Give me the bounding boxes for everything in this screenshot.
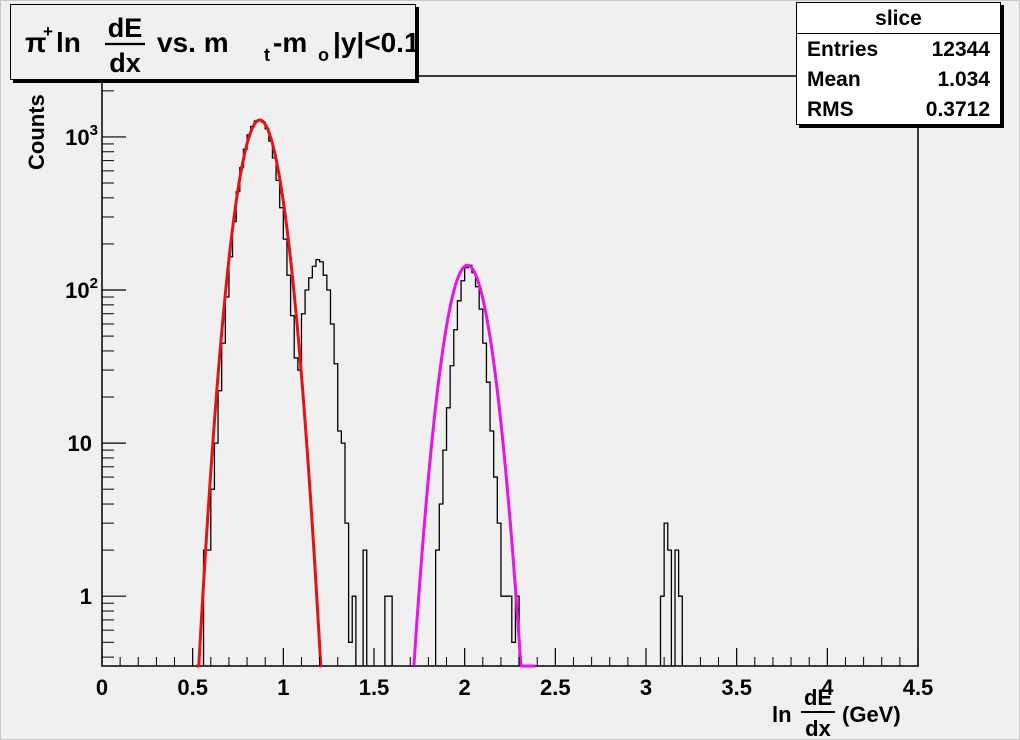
y-tick-label: 10: [68, 431, 92, 456]
plot-frame: [101, 75, 919, 667]
x-tick-label: 4.5: [903, 675, 934, 700]
svg-text:dE: dE: [108, 13, 143, 43]
x-axis-title: ln dE dx (GeV): [772, 685, 901, 740]
svg-text:dx: dx: [805, 716, 831, 740]
x-tick-label: 1.5: [359, 675, 390, 700]
x-tick-label: 2.5: [540, 675, 571, 700]
stats-key: RMS: [807, 98, 854, 121]
x-tick-label: 1: [277, 675, 289, 700]
chart-title-box: π + ln dE dx vs. m t -m o |y|<0.1: [10, 4, 420, 80]
x-tick-label: 4: [821, 675, 834, 700]
stats-value: 0.3712: [925, 98, 990, 121]
stats-value: 1.034: [937, 68, 990, 91]
y-tick-label: 1: [80, 584, 92, 609]
stats-row-entries: Entries 12344: [797, 35, 1000, 65]
stats-row-rms: RMS 0.3712: [797, 95, 1000, 125]
histogram-layer: [202, 119, 683, 666]
axis-layer: 0 0.5 1 1.5 2 2.5 3 3.5 4 4.5 1 10 102 103: [65, 90, 934, 700]
fit-layer: [196, 118, 536, 668]
fit-curve-2: [412, 263, 536, 668]
stats-key: Entries: [807, 38, 879, 61]
svg-text:dE: dE: [804, 685, 832, 710]
stats-value: 12344: [931, 38, 990, 61]
svg-text:ln: ln: [56, 27, 81, 58]
x-tick-label: 0.5: [177, 675, 208, 700]
stats-row-mean: Mean 1.034: [797, 65, 1000, 95]
svg-text:-m: -m: [273, 27, 307, 58]
x-tick-label: 0: [96, 675, 108, 700]
stats-key: Mean: [807, 68, 861, 91]
svg-text:o: o: [318, 45, 329, 65]
svg-text:t: t: [264, 45, 270, 65]
x-tick-label: 3.5: [721, 675, 752, 700]
stats-title: slice: [797, 3, 1000, 34]
svg-text:dx: dx: [109, 48, 141, 78]
y-tick-label: 103: [65, 122, 98, 150]
y-axis-title: Counts: [24, 94, 49, 170]
fit-curve-1: [196, 118, 323, 668]
y-tick-label: 102: [65, 275, 98, 303]
stats-box: slice Entries 12344 Mean 1.034 RMS 0.371…: [796, 2, 1001, 125]
svg-text:+: +: [43, 22, 53, 41]
histogram-series: [202, 119, 683, 666]
x-tick-label: 3: [640, 675, 652, 700]
chart-title: π + ln dE dx vs. m t -m o |y|<0.1: [25, 13, 420, 78]
svg-text:vs. m: vs. m: [157, 27, 229, 58]
svg-text:ln: ln: [772, 702, 792, 727]
x-tick-label: 2: [459, 675, 471, 700]
svg-text:(GeV): (GeV): [842, 702, 901, 727]
svg-text:π: π: [25, 27, 46, 58]
svg-text:|y|<0.1: |y|<0.1: [333, 27, 415, 58]
